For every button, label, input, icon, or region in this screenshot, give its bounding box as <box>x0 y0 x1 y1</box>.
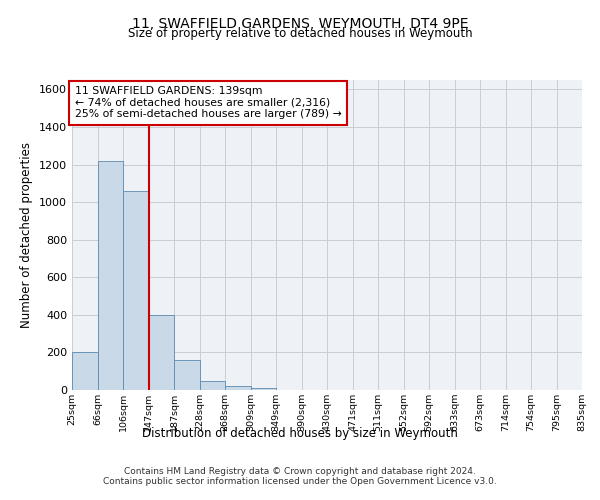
Bar <box>97 161 123 390</box>
Bar <box>225 386 251 390</box>
Text: 11, SWAFFIELD GARDENS, WEYMOUTH, DT4 9PE: 11, SWAFFIELD GARDENS, WEYMOUTH, DT4 9PE <box>132 18 468 32</box>
Bar <box>174 360 199 390</box>
Bar <box>199 380 225 390</box>
Bar <box>123 191 149 390</box>
Y-axis label: Number of detached properties: Number of detached properties <box>20 142 34 328</box>
Bar <box>149 315 174 390</box>
Text: Size of property relative to detached houses in Weymouth: Size of property relative to detached ho… <box>128 28 472 40</box>
Text: 11 SWAFFIELD GARDENS: 139sqm
← 74% of detached houses are smaller (2,316)
25% of: 11 SWAFFIELD GARDENS: 139sqm ← 74% of de… <box>74 86 341 120</box>
Bar <box>251 388 276 390</box>
Text: Contains HM Land Registry data © Crown copyright and database right 2024.: Contains HM Land Registry data © Crown c… <box>124 468 476 476</box>
Text: Contains public sector information licensed under the Open Government Licence v3: Contains public sector information licen… <box>103 478 497 486</box>
Text: Distribution of detached houses by size in Weymouth: Distribution of detached houses by size … <box>142 428 458 440</box>
Bar <box>72 352 97 390</box>
